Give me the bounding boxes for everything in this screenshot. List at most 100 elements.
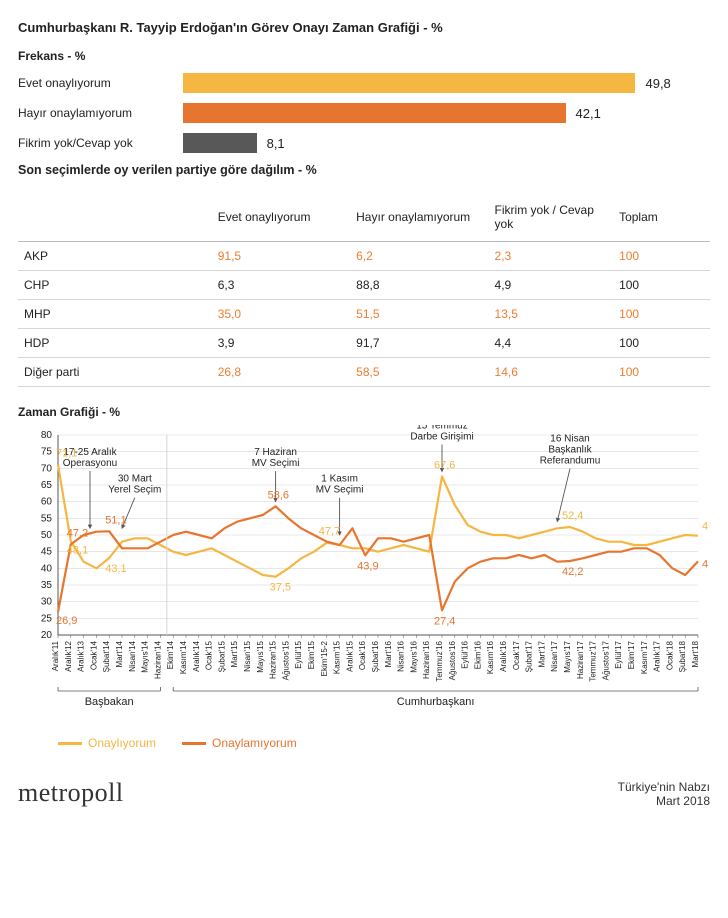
freq-bar-chart: Evet onaylıyorum49,8Hayır onaylamıyorum4… <box>18 73 710 153</box>
svg-text:51,1: 51,1 <box>105 514 126 526</box>
svg-text:Nisan'15: Nisan'15 <box>243 640 252 671</box>
svg-text:70: 70 <box>41 463 53 474</box>
legend-item: Onaylamıyorum <box>182 736 297 750</box>
svg-text:Eylül'16: Eylül'16 <box>461 640 470 668</box>
svg-text:Ocak'16: Ocak'16 <box>358 640 367 670</box>
freq-bar <box>183 133 257 153</box>
svg-text:Kasım'15: Kasım'15 <box>333 640 342 674</box>
svg-text:42,1: 42,1 <box>702 558 708 570</box>
dist-cell: 58,5 <box>350 358 488 387</box>
svg-text:42,2: 42,2 <box>562 566 583 578</box>
svg-text:71,1: 71,1 <box>56 448 77 460</box>
svg-text:75: 75 <box>41 447 53 458</box>
dist-cell: 91,5 <box>212 242 350 271</box>
dist-col-header: Fikrim yok / Cevap yok <box>489 189 614 242</box>
table-row: MHP35,051,513,5100 <box>18 300 710 329</box>
svg-text:58,6: 58,6 <box>268 489 289 501</box>
legend-label: Onaylamıyorum <box>212 736 297 750</box>
svg-text:50: 50 <box>41 530 53 541</box>
svg-text:52,4: 52,4 <box>562 510 583 522</box>
svg-text:Referandumu: Referandumu <box>540 456 601 467</box>
svg-text:Haziran'16: Haziran'16 <box>422 640 431 679</box>
svg-text:Aralık'14: Aralık'14 <box>192 640 201 671</box>
svg-text:27,4: 27,4 <box>434 615 455 627</box>
freq-bar-value: 8,1 <box>267 136 285 151</box>
freq-bar-value: 49,8 <box>645 76 670 91</box>
svg-text:Ocak'18: Ocak'18 <box>665 640 674 670</box>
brand-logo: metropoll <box>18 778 124 808</box>
line-chart-title: Zaman Grafiği - % <box>18 405 710 419</box>
svg-text:30: 30 <box>41 597 53 608</box>
svg-text:Ekim'17: Ekim'17 <box>627 640 636 669</box>
dist-cell: 51,5 <box>350 300 488 329</box>
dist-cell: 91,7 <box>350 329 488 358</box>
legend-item: Onaylıyorum <box>58 736 156 750</box>
svg-text:Mart'14: Mart'14 <box>115 640 124 667</box>
table-row: CHP6,388,84,9100 <box>18 271 710 300</box>
svg-text:Kasım'17: Kasım'17 <box>640 640 649 674</box>
freq-bar <box>183 73 635 93</box>
svg-text:Ağustos'16: Ağustos'16 <box>448 640 457 680</box>
svg-text:Mayıs'16: Mayıs'16 <box>409 640 418 672</box>
dist-cell: 14,6 <box>489 358 614 387</box>
svg-text:Ocak'17: Ocak'17 <box>512 640 521 670</box>
svg-text:45: 45 <box>41 547 53 558</box>
svg-text:43,9: 43,9 <box>357 560 378 572</box>
freq-bar-label: Hayır onaylamıyorum <box>18 106 183 120</box>
dist-col-header: Toplam <box>613 189 710 242</box>
dist-row-header: AKP <box>18 242 212 271</box>
dist-col-header <box>18 189 212 242</box>
svg-text:67,6: 67,6 <box>434 459 455 471</box>
freq-bar-label: Fikrim yok/Cevap yok <box>18 136 183 150</box>
svg-text:Şubat'14: Şubat'14 <box>102 640 111 672</box>
table-row: HDP3,991,74,4100 <box>18 329 710 358</box>
svg-text:65: 65 <box>41 480 53 491</box>
freq-bar-track: 42,1 <box>183 103 710 123</box>
freq-bar-value: 42,1 <box>576 106 601 121</box>
svg-text:Mart'16: Mart'16 <box>384 640 393 667</box>
svg-text:Haziran'17: Haziran'17 <box>576 640 585 679</box>
svg-text:Kasım'14: Kasım'14 <box>179 640 188 674</box>
table-row: Diğer parti26,858,514,6100 <box>18 358 710 387</box>
svg-text:Haziran'15: Haziran'15 <box>269 640 278 679</box>
svg-text:Aralık'17: Aralık'17 <box>653 640 662 671</box>
legend-swatch <box>58 742 82 745</box>
svg-text:Yerel Seçim: Yerel Seçim <box>108 485 161 496</box>
svg-text:Kasım'16: Kasım'16 <box>486 640 495 674</box>
table-row: AKP91,56,22,3100 <box>18 242 710 271</box>
svg-text:Mart'18: Mart'18 <box>691 640 700 667</box>
dist-cell: 88,8 <box>350 271 488 300</box>
dist-cell: 2,3 <box>489 242 614 271</box>
svg-text:MV Seçimi: MV Seçimi <box>316 485 364 496</box>
svg-text:Mayıs'15: Mayıs'15 <box>256 640 265 672</box>
svg-text:Aralık'16: Aralık'16 <box>499 640 508 671</box>
svg-text:Aralık'13: Aralık'13 <box>77 640 86 671</box>
svg-text:Ocak'15: Ocak'15 <box>205 640 214 670</box>
dist-col-header: Hayır onaylamıyorum <box>350 189 488 242</box>
svg-text:48,1: 48,1 <box>67 544 88 556</box>
dist-cell: 100 <box>613 300 710 329</box>
svg-text:35: 35 <box>41 580 53 591</box>
dist-row-header: Diğer parti <box>18 358 212 387</box>
svg-text:Haziran'14: Haziran'14 <box>153 640 162 679</box>
svg-text:20: 20 <box>41 630 53 641</box>
svg-text:26,9: 26,9 <box>56 615 77 627</box>
svg-text:Şubat'18: Şubat'18 <box>678 640 687 672</box>
svg-text:Nisan'14: Nisan'14 <box>128 640 137 671</box>
svg-text:80: 80 <box>41 430 53 441</box>
page-footer: metropoll Türkiye'nin Nabzı Mart 2018 <box>18 778 710 808</box>
line-chart-legend: Onaylıyorum Onaylamıyorum <box>58 736 710 750</box>
footer-line2: Mart 2018 <box>618 794 710 808</box>
svg-text:Ocak'14: Ocak'14 <box>89 640 98 670</box>
svg-text:55: 55 <box>41 513 53 524</box>
svg-text:Eylül'17: Eylül'17 <box>614 640 623 668</box>
svg-text:43,1: 43,1 <box>105 563 126 575</box>
dist-row-header: CHP <box>18 271 212 300</box>
dist-cell: 100 <box>613 358 710 387</box>
dist-col-header: Evet onaylıyorum <box>212 189 350 242</box>
legend-swatch <box>182 742 206 745</box>
dist-cell: 4,9 <box>489 271 614 300</box>
svg-text:Aralık'15: Aralık'15 <box>345 640 354 671</box>
dist-cell: 3,9 <box>212 329 350 358</box>
svg-text:60: 60 <box>41 497 53 508</box>
